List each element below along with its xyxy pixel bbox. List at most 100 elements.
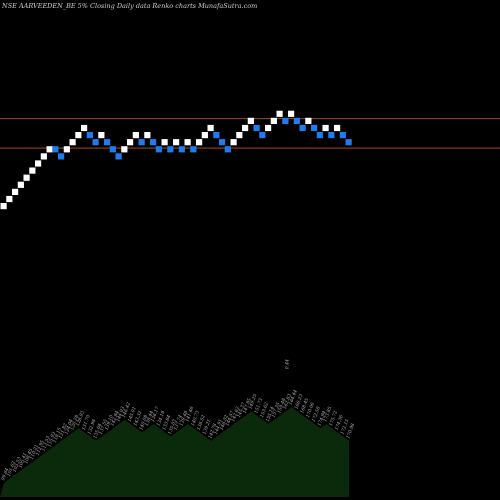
brick-level-label: 162.83 bbox=[282, 393, 293, 410]
renko-brick-down bbox=[155, 146, 162, 153]
renko-brick-down bbox=[109, 146, 116, 153]
brick-level-label: 174.94 bbox=[316, 410, 327, 427]
renko-brick-up bbox=[184, 139, 191, 146]
brick-level-label: 137.74 bbox=[173, 414, 184, 431]
brick-level-label: 138.52 bbox=[196, 414, 207, 431]
brick-level-label: 115.93 bbox=[46, 431, 57, 448]
renko-brick-up bbox=[23, 174, 30, 181]
renko-brick-up bbox=[75, 132, 82, 139]
brick-level-label: 147.95 bbox=[242, 397, 253, 414]
brick-level-label: 138.44 bbox=[144, 410, 155, 427]
brick-level-label: 105.41 bbox=[17, 452, 28, 469]
renko-brick-down bbox=[167, 146, 174, 153]
brick-level-label: 142.78 bbox=[207, 423, 218, 440]
renko-brick-down bbox=[219, 139, 226, 146]
renko-brick-down bbox=[115, 153, 122, 160]
brick-level-label: 135.03 bbox=[167, 418, 178, 435]
renko-brick-down bbox=[150, 139, 157, 146]
brick-level-label: 110.21 bbox=[29, 444, 40, 461]
brick-level-label: 139.21 bbox=[201, 418, 212, 435]
brick-level-label: 170.98 bbox=[345, 423, 356, 440]
brick-level-label: 149.25 bbox=[247, 393, 258, 410]
renko-brick-up bbox=[35, 160, 42, 167]
brick-level-label: 134.18 bbox=[155, 410, 166, 427]
renko-brick-down bbox=[138, 139, 145, 146]
renko-brick-up bbox=[81, 124, 88, 132]
brick-level-label: 139.48 bbox=[178, 410, 189, 427]
volume-area bbox=[0, 407, 349, 497]
brick-level-label: 157.35 bbox=[270, 402, 281, 419]
renko-brick-up bbox=[161, 139, 168, 146]
brick-level-label: 172.58 bbox=[311, 406, 322, 423]
renko-brick-down bbox=[224, 146, 231, 153]
brick-level-label: 170.06 bbox=[305, 402, 316, 419]
renko-brick-up bbox=[201, 132, 208, 139]
renko-brick-down bbox=[104, 139, 111, 146]
renko-brick-down bbox=[328, 132, 335, 139]
renko-brick-up bbox=[46, 146, 53, 153]
brick-level-label: 136.17 bbox=[150, 406, 161, 423]
brick-level-label: 144.57 bbox=[224, 410, 235, 427]
brick-level-label: 121.82 bbox=[58, 423, 69, 440]
brick-level-label: 143.32 bbox=[132, 410, 143, 427]
brick-level-label: 153.62 bbox=[259, 402, 270, 419]
brick-level-label: 172.15 bbox=[339, 418, 350, 435]
renko-brick-up bbox=[265, 124, 272, 132]
brick-level-label: 140.73 bbox=[190, 410, 201, 427]
renko-brick-up bbox=[132, 132, 139, 139]
brick-level-label: 142.84 bbox=[109, 410, 120, 427]
brick-level-label: 144.03 bbox=[115, 406, 126, 423]
renko-brick-up bbox=[236, 132, 243, 139]
renko-brick-down bbox=[316, 132, 323, 139]
renko-brick-down bbox=[293, 117, 300, 124]
brick-level-label: 113.53 bbox=[40, 435, 51, 452]
renko-brick-up bbox=[40, 153, 47, 160]
top-volume-label: 0.44 bbox=[285, 359, 291, 369]
renko-brick-up bbox=[230, 139, 237, 146]
renko-brick-up bbox=[334, 124, 341, 132]
renko-brick-up bbox=[6, 195, 13, 203]
brick-level-label: 140.08 bbox=[138, 414, 149, 431]
renko-brick-up bbox=[173, 139, 180, 146]
brick-level-label: 175.72 bbox=[328, 410, 339, 427]
brick-level-label: 146.42 bbox=[121, 402, 132, 419]
brick-level-label: 103.53 bbox=[12, 456, 23, 473]
renko-brick-up bbox=[69, 139, 76, 146]
renko-brick-down bbox=[339, 132, 346, 139]
renko-brick-up bbox=[276, 110, 283, 117]
brick-level-label: 145.01 bbox=[127, 406, 138, 423]
brick-level-label: 131.70 bbox=[81, 414, 92, 431]
brick-level-label: 159.48 bbox=[276, 397, 287, 414]
brick-level-label: 128.93 bbox=[75, 410, 86, 427]
renko-brick-up bbox=[121, 146, 128, 153]
brick-level-label: 166.23 bbox=[293, 393, 304, 410]
brick-level-label: 99.64 bbox=[0, 467, 10, 481]
renko-brick-up bbox=[17, 181, 24, 188]
brick-level-label: 144.91 bbox=[213, 418, 224, 435]
renko-brick-down bbox=[58, 153, 65, 160]
renko-brick-up bbox=[63, 146, 70, 153]
renko-brick-down bbox=[253, 124, 260, 132]
renko-brick-down bbox=[190, 146, 197, 153]
renko-brick-up bbox=[247, 117, 254, 124]
brick-level-label: 135.64 bbox=[92, 423, 103, 440]
renko-brick-up bbox=[12, 188, 19, 195]
renko-brick-up bbox=[0, 203, 7, 210]
brick-level-label: 164.44 bbox=[288, 389, 299, 406]
brick-level-label: 101.62 bbox=[6, 460, 17, 477]
renko-brick-down bbox=[92, 139, 99, 146]
brick-level-label: 173.85 bbox=[322, 406, 333, 423]
brick-level-label: 141.46 bbox=[184, 406, 195, 423]
brick-level-label: 142.62 bbox=[230, 406, 241, 423]
brick-level-label: 139.10 bbox=[104, 414, 115, 431]
brick-level-label: 168.45 bbox=[299, 397, 310, 414]
brick-level-label: 124.04 bbox=[63, 418, 74, 435]
renko-brick-down bbox=[299, 124, 306, 132]
renko-brick-up bbox=[207, 124, 214, 132]
renko-brick-up bbox=[196, 139, 203, 146]
renko-brick-down bbox=[259, 132, 266, 139]
renko-brick-down bbox=[86, 132, 93, 139]
brick-level-label: 133.84 bbox=[161, 414, 172, 431]
renko-brick-up bbox=[322, 124, 329, 132]
